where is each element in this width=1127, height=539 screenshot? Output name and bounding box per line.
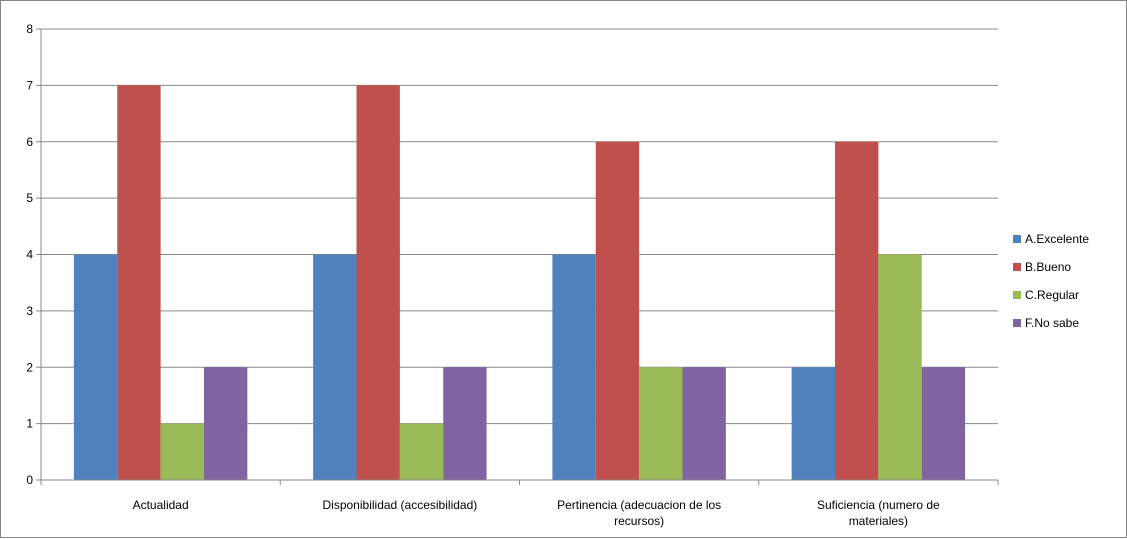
legend-swatch [1013,319,1021,327]
legend-label: A.Excelente [1025,232,1089,246]
y-tick-label: 0 [26,473,33,487]
legend-label: C.Regular [1025,288,1079,302]
y-tick-label: 7 [26,78,33,92]
x-category-label: Disponibilidad (accesibilidad) [323,498,478,512]
x-category-label: Suficiencia (numero de materiales) [817,498,940,528]
bar [399,423,444,480]
x-category-label: Actualidad [133,498,189,512]
bar [356,85,400,480]
bar [552,254,596,480]
bar [313,254,357,480]
y-axis-ticks: 0 1 2 3 4 5 6 7 8 [26,22,41,487]
y-tick-label: 5 [26,191,33,205]
legend-swatch [1013,291,1021,299]
legend-swatch [1013,235,1021,243]
bar [639,367,683,480]
bar [73,254,118,480]
y-tick-label: 1 [26,417,33,431]
gridlines [41,28,998,425]
y-tick-label: 2 [26,360,33,374]
bar [203,367,248,480]
y-tick-label: 4 [26,248,33,262]
bars [73,85,966,480]
bar [117,85,161,480]
legend-swatch [1013,263,1021,271]
bar [682,367,726,480]
legend: A.Excelente B.Bueno C.Regular F.No sabe [1013,232,1089,330]
bar [791,367,836,480]
bar [160,423,204,480]
y-tick-label: 3 [26,304,33,318]
bar [443,367,487,480]
y-tick-label: 6 [26,135,33,149]
bar [595,141,640,480]
legend-label: F.No sabe [1025,316,1079,330]
bar [835,141,879,480]
bar [921,367,966,480]
category-labels: Actualidad Disponibilidad (accesibilidad)… [133,498,940,528]
legend-label: B.Bueno [1025,260,1071,274]
x-category-label: Pertinencia (adecuacion de los recursos) [557,498,721,528]
y-tick-label: 8 [26,22,33,36]
bar [878,254,922,480]
axes [40,29,999,485]
